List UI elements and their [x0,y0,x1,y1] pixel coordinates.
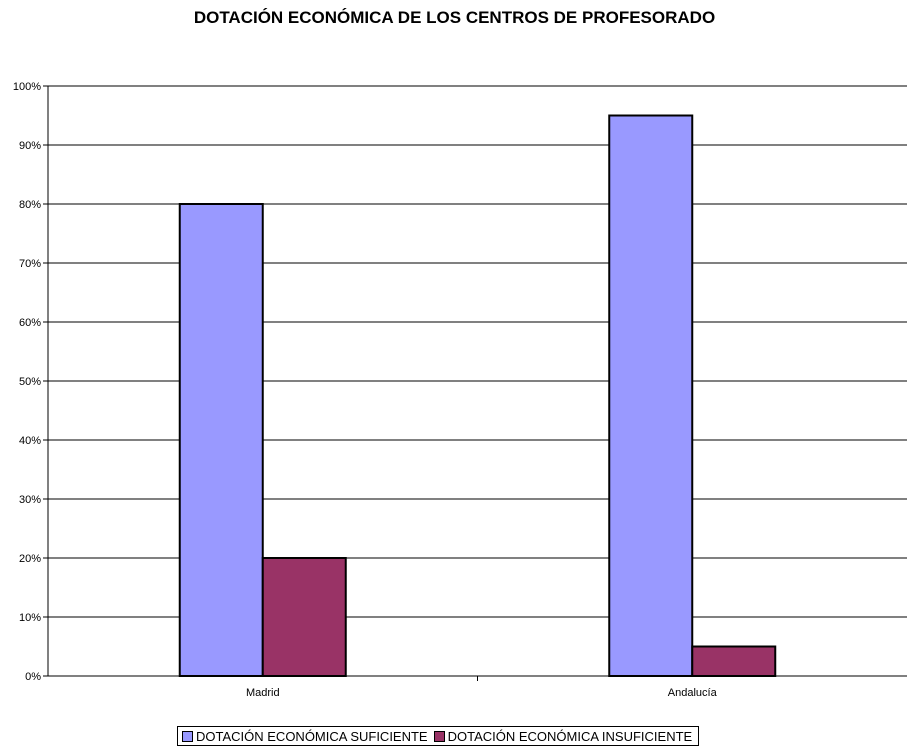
legend-swatch-insuficiente [433,730,445,742]
y-tick-label: 40% [19,435,41,447]
y-tick-label: 70% [19,258,41,270]
y-tick-label: 80% [19,199,41,211]
y-tick-label: 20% [19,553,41,565]
y-tick-label: 90% [19,140,41,152]
y-tick-label: 30% [19,494,41,506]
y-tick-label: 60% [19,317,41,329]
y-tick-label: 50% [19,376,41,388]
legend-swatch-suficiente [182,730,193,742]
bar [178,203,264,677]
bar [261,557,347,677]
bar-chart: 0% 10% 20% 30% 40% 50% 60% 70% 80% 90% 100% Madrid A… [13,81,907,699]
legend-item-suficiente: DOTACIÓN ECONÓMICA SUFICIENTE [182,729,428,744]
y-tick-label: 0% [25,671,41,683]
legend-label-insuficiente: DOTACIÓN ECONÓMICA INSUFICIENTE [447,728,693,744]
y-tick-label: 10% [19,612,41,624]
bar [691,645,777,677]
bar [608,114,694,677]
legend: DOTACIÓN ECONÓMICA SUFICIENTE DOTACIÓN E… [177,726,700,746]
x-tick-label: Andalucía [668,687,718,699]
x-tick-label: Madrid [246,687,280,699]
legend-label-suficiente: DOTACIÓN ECONÓMICA SUFICIENTE [196,728,428,744]
y-tick-label: 100% [13,81,41,93]
legend-item-insuficiente: DOTACIÓN ECONÓMICA INSUFICIENTE [433,728,693,744]
chart-title: DOTACIÓN ECONÓMICA DE LOS CENTROS DE PRO… [193,8,716,27]
